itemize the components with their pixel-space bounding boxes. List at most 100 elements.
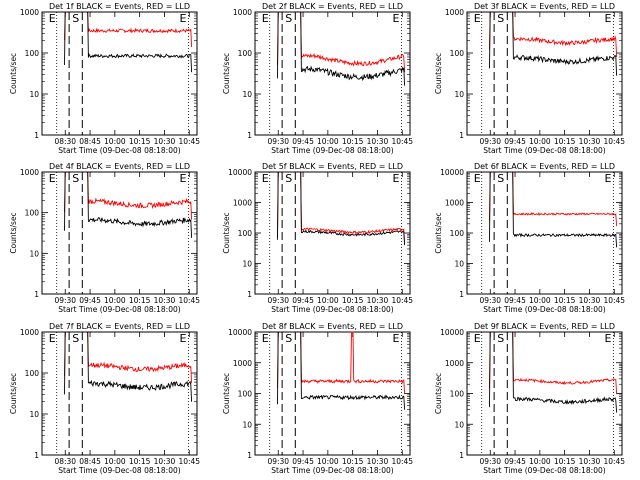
x-tick-label: 10:45 <box>178 457 200 466</box>
y-tick-label: 1000 <box>233 199 252 208</box>
x-tick-label: 10:15 <box>554 137 576 146</box>
x-tick-label: 10:15 <box>342 137 364 146</box>
x-tick-label: 10:00 <box>529 457 551 466</box>
marker-s: S <box>285 172 292 185</box>
lld-series-line <box>64 11 193 48</box>
x-tick-label: 08:30 <box>54 457 76 466</box>
x-tick-label: 10:30 <box>367 457 389 466</box>
x-axis-label: Start Time (09-Dec-08 08:18:00) <box>271 466 393 475</box>
x-tick-label: 10:30 <box>154 457 176 466</box>
y-tick-label: 10 <box>29 90 39 99</box>
y-tick-label: 100 <box>238 49 253 58</box>
marker-e-right: E <box>605 12 612 25</box>
x-axis-label: Start Time (09-Dec-08 08:18:00) <box>271 305 393 314</box>
x-tick-label: 10:15 <box>342 296 364 305</box>
y-tick-label: 10000 <box>228 328 252 337</box>
chart-title: Det 5f BLACK = Events, RED = LLD <box>262 162 403 171</box>
plot-frame <box>41 11 198 136</box>
x-axis-label: Start Time (09-Dec-08 08:18:00) <box>58 146 180 155</box>
y-tick-label: 1 <box>459 131 464 140</box>
y-tick-label: 10 <box>454 260 464 269</box>
y-tick-label: 1000 <box>445 8 464 17</box>
chart-title: Det 7f BLACK = Events, RED = LLD <box>49 322 190 331</box>
x-tick-label: 09:30 <box>54 296 76 305</box>
y-axis-label: Counts/sec <box>9 53 18 94</box>
x-tick-label: 10:45 <box>603 296 625 305</box>
events-series-line <box>64 11 193 73</box>
x-tick-label: 10:15 <box>129 296 151 305</box>
x-tick-label: 10:15 <box>129 457 151 466</box>
plot-frame <box>466 11 623 136</box>
marker-s: S <box>497 12 504 25</box>
x-tick-label: 09:45 <box>292 137 314 146</box>
y-tick-label: 1000 <box>20 8 39 17</box>
x-tick-label: 09:45 <box>504 457 526 466</box>
marker-e-left: E <box>262 172 269 185</box>
lld-series-line <box>277 331 406 394</box>
x-axis-label: Start Time (09-Dec-08 08:18:00) <box>483 466 605 475</box>
x-axis-label: Start Time (09-Dec-08 08:18:00) <box>58 305 180 314</box>
y-tick-label: 10000 <box>440 328 464 337</box>
marker-e-right: E <box>180 12 187 25</box>
marker-s: S <box>497 332 504 345</box>
lld-series-line <box>64 171 193 220</box>
marker-e-right: E <box>393 12 400 25</box>
x-tick-label: 10:15 <box>129 137 151 146</box>
y-tick-label: 1000 <box>20 168 39 177</box>
x-tick-label: 10:00 <box>104 137 126 146</box>
detector-chart-1: Det 1f BLACK = Events, RED = LLD 1 10 100 10… <box>9 2 200 155</box>
x-tick-label: 10:30 <box>367 296 389 305</box>
x-tick-label: 10:30 <box>579 137 601 146</box>
x-tick-label: 10:30 <box>154 137 176 146</box>
x-tick-label: 10:00 <box>104 296 126 305</box>
x-tick-label: 10:45 <box>603 137 625 146</box>
y-tick-label: 10 <box>29 249 39 258</box>
marker-s: S <box>72 12 79 25</box>
plot-frame <box>254 11 411 136</box>
x-tick-label: 10:15 <box>342 457 364 466</box>
y-tick-label: 1000 <box>20 328 39 337</box>
x-tick-label: 10:15 <box>554 457 576 466</box>
marker-s: S <box>72 332 79 345</box>
detector-chart-6: Det 6f BLACK = Events, RED = LLD 1 10 100 10… <box>434 162 625 314</box>
plot-frame <box>41 171 198 295</box>
marker-e-right: E <box>393 172 400 185</box>
marker-e-left: E <box>262 12 269 25</box>
x-tick-label: 10:30 <box>367 137 389 146</box>
y-tick-label: 10 <box>29 410 39 419</box>
x-tick-label: 09:30 <box>267 137 289 146</box>
y-axis-label: Counts/sec <box>9 373 18 414</box>
y-axis-label: Counts/sec <box>9 212 18 253</box>
x-axis-label: Start Time (09-Dec-08 08:18:00) <box>483 305 605 314</box>
x-tick-label: 09:30 <box>267 296 289 305</box>
chart-title: Det 3f BLACK = Events, RED = LLD <box>474 2 615 11</box>
marker-e-left: E <box>49 12 56 25</box>
events-series-line <box>277 331 406 410</box>
y-tick-label: 10000 <box>228 168 252 177</box>
events-series-line <box>64 331 193 402</box>
events-series-line <box>489 331 618 413</box>
y-tick-label: 10 <box>242 260 252 269</box>
x-tick-label: 10:45 <box>391 137 413 146</box>
x-tick-label: 10:00 <box>529 137 551 146</box>
events-series-line <box>277 171 406 246</box>
marker-s: S <box>497 172 504 185</box>
detector-chart-2: Det 2f BLACK = Events, RED = LLD 1 10 100 10… <box>222 2 413 155</box>
x-tick-label: 09:45 <box>292 296 314 305</box>
x-tick-label: 10:15 <box>554 296 576 305</box>
x-tick-label: 10:45 <box>178 137 200 146</box>
y-axis-label: Counts/sec <box>434 373 443 414</box>
lld-series-line <box>277 171 406 243</box>
marker-e-left: E <box>474 332 481 345</box>
marker-e-right: E <box>180 332 187 345</box>
x-tick-label: 08:45 <box>79 137 101 146</box>
x-tick-label: 09:30 <box>267 457 289 466</box>
chart-title: Det 4f BLACK = Events, RED = LLD <box>49 162 190 171</box>
marker-e-right: E <box>605 332 612 345</box>
marker-e-right: E <box>605 172 612 185</box>
y-tick-label: 100 <box>25 369 40 378</box>
lld-series-line <box>64 331 193 384</box>
x-axis-label: Start Time (09-Dec-08 08:18:00) <box>271 146 393 155</box>
chart-title: Det 6f BLACK = Events, RED = LLD <box>474 162 615 171</box>
marker-e-right: E <box>180 172 187 185</box>
